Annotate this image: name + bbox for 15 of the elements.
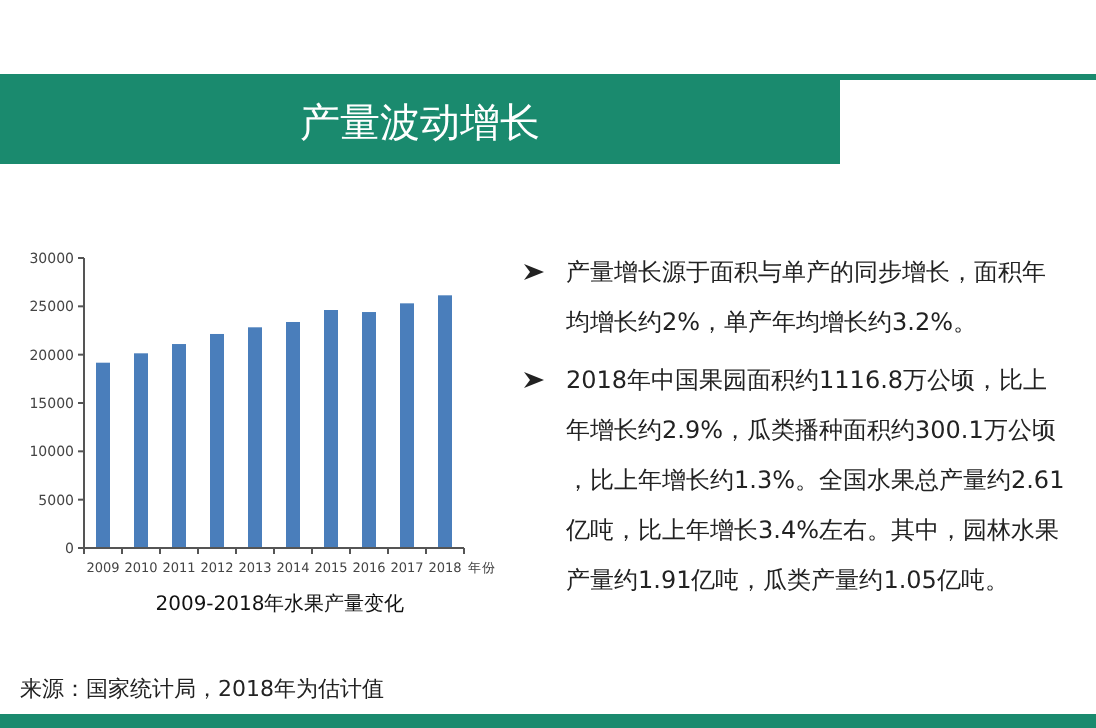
bar	[362, 312, 376, 548]
text: 2009-2018年水果产量变化	[155, 592, 405, 616]
bar	[172, 344, 186, 548]
bar	[134, 353, 148, 548]
chart-title: 产量波动增长	[300, 98, 540, 146]
bar	[248, 327, 262, 548]
text: 产量增长源于面积与单产的同步增长，面积年均增长约2%，单产年均增长约3.2%。	[564, 258, 1046, 336]
text: 2018年中国果园面积约1116.8万公顷，比上年增长约2.9%，瓜类播种面积约300.1万公顷，比上年增长约1.3%。全国水果总产量约2.61亿吨，比上年增长3.4%左右。其中，园林水果产量约1.91亿吨，瓜类产量约1.05亿吨。	[564, 366, 1065, 594]
bar	[324, 310, 338, 548]
bar	[400, 303, 414, 548]
source-note: 来源：国家统计局，2018年为估计值	[20, 676, 384, 702]
bar	[438, 295, 452, 548]
bar	[286, 321, 300, 548]
bar	[96, 362, 110, 548]
bar	[210, 333, 224, 548]
